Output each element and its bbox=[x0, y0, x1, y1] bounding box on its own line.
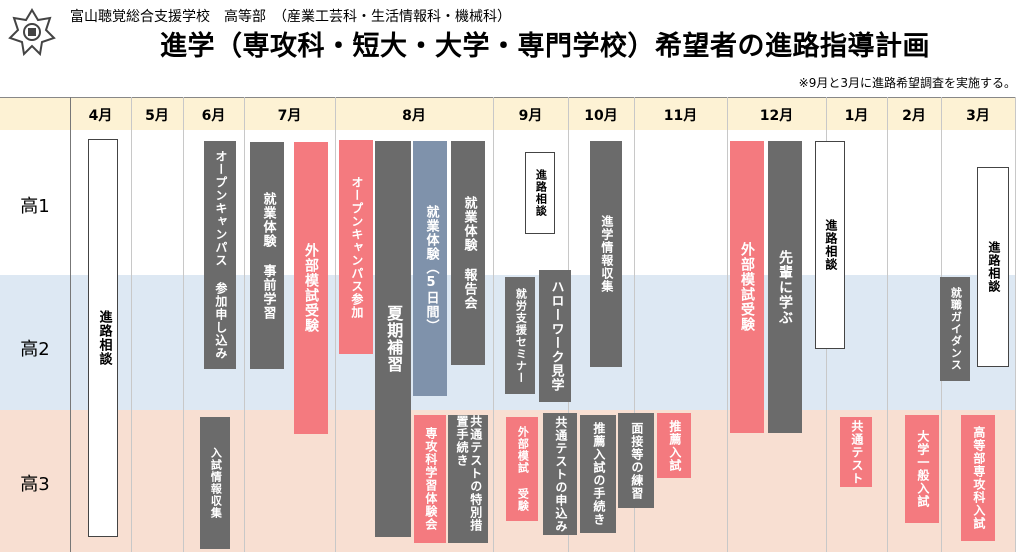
event-shinro-soudan-apr: 進路相談 bbox=[88, 139, 118, 537]
month-jul: 7月 bbox=[277, 108, 302, 124]
school-logo-icon bbox=[8, 8, 56, 56]
event-shugyo-jizen: 就業体験 事前学習 bbox=[250, 142, 284, 369]
month-jan: 1月 bbox=[844, 108, 869, 124]
school-name: 富山聴覚総合支援学校 高等部 （産業工芸科・生活情報科・機械科） bbox=[70, 9, 511, 25]
event-shugyo-report: 就業体験 報告会 bbox=[451, 141, 485, 365]
event-mensetsu: 面接等の練習 bbox=[618, 413, 654, 508]
grade-row-1 bbox=[0, 130, 1016, 275]
event-gaibu-moshi-sep: 外部模試 受験 bbox=[506, 417, 538, 521]
event-shugyo-5days: 就業体験（5日間） bbox=[413, 141, 447, 396]
month-feb: 2月 bbox=[902, 108, 926, 124]
event-shinro-joho: 進学情報収集 bbox=[590, 141, 622, 367]
event-shinro-soudan-jan: 進路相談 bbox=[815, 141, 845, 349]
grade-label-3: 高3 bbox=[20, 474, 50, 495]
month-aug: 8月 bbox=[402, 108, 426, 124]
month-mar: 3月 bbox=[966, 108, 990, 124]
month-dec: 12月 bbox=[759, 108, 794, 124]
event-hello-work: ハローワーク見学 bbox=[539, 270, 571, 402]
schedule-table: 4月 5月 6月 7月 8月 9月 10月 11月 12月 1月 2月 3月 高… bbox=[0, 97, 1016, 552]
event-shuro-seminar: 就労支援セミナー bbox=[505, 277, 535, 394]
event-shinro-soudan-sep: 進路相談 bbox=[525, 152, 555, 234]
event-kyotsu-moushikomi: 共通テストの申込み bbox=[543, 413, 577, 535]
event-shushoku-guidance: 就職ガイダンス bbox=[940, 277, 970, 381]
month-jun: 6月 bbox=[201, 108, 226, 124]
event-suisen-tetsuzuki: 推薦入試の手続き bbox=[580, 415, 616, 533]
event-open-campus-join: オープンキャンパス参加 bbox=[339, 140, 373, 354]
event-daigaku-ippan: 大学一般入試 bbox=[905, 415, 939, 523]
event-suisen-nyushi: 推薦入試 bbox=[657, 413, 691, 478]
event-kaki-hoshu: 夏期補習 bbox=[375, 141, 411, 537]
event-nyushi-joho: 入試情報収集 bbox=[200, 417, 230, 549]
page-title: 進学（専攻科・短大・大学・専門学校）希望者の進路指導計画 bbox=[160, 31, 930, 62]
month-apr: 4月 bbox=[88, 108, 113, 124]
event-senpai: 先輩に学ぶ bbox=[768, 141, 802, 433]
grade-label-1: 高1 bbox=[20, 196, 50, 217]
event-gaibu-moshi-jul: 外部模試受験 bbox=[294, 142, 328, 434]
event-gaibu-moshi-dec: 外部模試受験 bbox=[730, 141, 764, 433]
event-shinro-soudan-mar: 進路相談 bbox=[977, 167, 1009, 367]
month-may: 5月 bbox=[145, 108, 169, 124]
event-open-campus-apply: オープンキャンパス 参加申し込み bbox=[204, 141, 236, 369]
event-kyotsu-tokubetsu: 共通テストの特別措置手続き bbox=[448, 415, 488, 543]
grade-label-2: 高2 bbox=[20, 339, 50, 360]
month-nov: 11月 bbox=[663, 108, 698, 124]
event-senkoka-taiken: 専攻科学習体験会 bbox=[414, 415, 446, 543]
event-senkoka-nyushi: 高等部専攻科入試 bbox=[961, 415, 995, 541]
month-header-row bbox=[0, 97, 1016, 131]
month-oct: 10月 bbox=[584, 108, 618, 124]
month-sep: 9月 bbox=[518, 108, 543, 124]
event-kyotsu-test: 共通テスト bbox=[840, 417, 872, 487]
survey-note: ※9月と3月に進路希望調査を実施する。 bbox=[798, 76, 1016, 90]
